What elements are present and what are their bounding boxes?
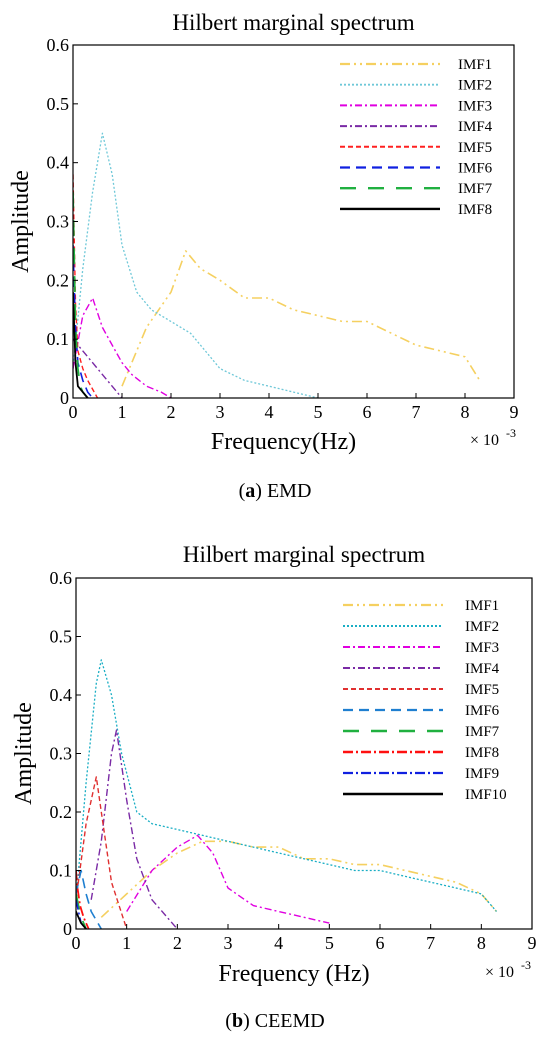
x-tick-label: 2 [173, 933, 182, 953]
y-axis-label: Amplitude [8, 170, 34, 273]
plot-frame [72, 44, 515, 399]
legend-label-imf4: IMF4 [458, 119, 493, 135]
caption-b: (b) CEEMD [225, 1010, 325, 1032]
x-axis-label: Frequency (Hz) [218, 961, 369, 987]
legend-label-imf6: IMF6 [465, 703, 500, 719]
x-tick-label: 0 [72, 933, 81, 953]
legend-label-imf7: IMF7 [458, 181, 493, 197]
series-line-imf3 [73, 297, 172, 398]
x-tick-label: 7 [412, 402, 421, 422]
y-tick-label: 0.1 [47, 329, 70, 349]
x-tick-label: 6 [376, 933, 385, 953]
x-tick-label: 7 [426, 933, 435, 953]
series-line-imf2 [76, 659, 497, 912]
legend-label-imf2: IMF2 [465, 619, 499, 635]
y-tick-label: 0.2 [47, 270, 70, 290]
legend-label-imf2: IMF2 [458, 78, 492, 94]
series-line-imf1 [100, 840, 498, 918]
caption-a-letter: a [245, 480, 256, 502]
legend-label-imf1: IMF1 [458, 57, 492, 73]
x-tick-label: 6 [363, 402, 372, 422]
y-tick-label: 0.5 [47, 94, 70, 114]
legend-label-imf1: IMF1 [465, 598, 499, 614]
caption-a-text: ) EMD [255, 480, 312, 502]
y-tick-label: 0.2 [50, 802, 73, 822]
x-tick-label: 2 [167, 402, 176, 422]
x-axis-multiplier-exponent: -3 [521, 958, 531, 972]
x-tick-label: 0 [69, 402, 78, 422]
series-group [76, 659, 498, 929]
x-tick-label: 1 [118, 402, 127, 422]
legend-label-imf5: IMF5 [458, 140, 492, 156]
y-tick-label: 0 [63, 919, 72, 939]
series-line-imf5 [76, 776, 128, 929]
chart-title: Hilbert marginal spectrum [183, 542, 425, 567]
x-tick-label: 9 [510, 402, 519, 422]
series-line-imf3 [126, 834, 330, 924]
chart-2: Hilbert marginal spectrum 0 0.1 0.2 0.3 0.4 0.… [11, 542, 537, 987]
legend-label-imf4: IMF4 [465, 661, 500, 677]
y-tick-label: 0 [60, 388, 69, 408]
x-axis-multiplier: × 10 [485, 964, 514, 981]
legend: IMF1 IMF2 IMF3 IMF4 IMF5 IMF6 IMF7 IMF8 [340, 57, 493, 218]
series-line-imf2 [73, 132, 319, 398]
caption-a: (a) EMD [238, 480, 312, 502]
x-tick-label: 3 [224, 933, 233, 953]
legend-label-imf8: IMF8 [458, 202, 492, 218]
legend-label-imf6: IMF6 [458, 161, 493, 177]
y-axis-label: Amplitude [11, 702, 37, 805]
legend-label-imf3: IMF3 [465, 640, 499, 656]
legend-label-imf3: IMF3 [458, 98, 492, 114]
y-tick-label: 0.1 [50, 861, 73, 881]
x-tick-label: 4 [274, 933, 283, 953]
x-tick-label: 1 [122, 933, 131, 953]
caption-b-text: ) CEEMD [243, 1010, 325, 1032]
series-line-imf1 [121, 250, 481, 387]
chart-1: Hilbert marginal spectrum 0 0.1 0.2 0.3 0.4 0.… [8, 10, 519, 455]
legend-label-imf9: IMF9 [465, 766, 499, 782]
caption-b-letter: b [231, 1010, 244, 1032]
y-tick-label: 0.6 [50, 568, 73, 588]
x-axis-label: Frequency(Hz) [211, 429, 356, 455]
x-tick-label: 5 [325, 933, 334, 953]
y-tick-label: 0.4 [47, 153, 70, 173]
series-line-imf10 [76, 911, 87, 929]
series-group [73, 132, 481, 398]
y-tick-label: 0.3 [47, 212, 70, 232]
series-line-imf7 [76, 893, 87, 929]
x-tick-label: 8 [461, 402, 470, 422]
x-tick-label: 3 [216, 402, 225, 422]
legend-label-imf10: IMF10 [465, 787, 507, 803]
y-tick-label: 0.5 [50, 627, 73, 647]
y-tick-label: 0.4 [50, 685, 73, 705]
legend: IMF1 IMF2 IMF3 IMF4 IMF5 IMF6 IMF7 IMF8 IMF9 IMF1… [343, 598, 507, 803]
y-tick-label: 0.3 [50, 744, 73, 764]
legend-label-imf7: IMF7 [465, 724, 500, 740]
y-tick-label: 0.6 [47, 35, 70, 55]
x-tick-label: 5 [314, 402, 323, 422]
legend-label-imf8: IMF8 [465, 745, 499, 761]
x-tick-label: 4 [265, 402, 274, 422]
x-axis-multiplier: × 10 [470, 432, 499, 449]
x-axis-multiplier-exponent: -3 [506, 426, 516, 440]
series-line-imf6 [76, 869, 102, 929]
chart-title: Hilbert marginal spectrum [172, 10, 414, 35]
x-tick-label: 9 [528, 933, 537, 953]
x-tick-label: 8 [477, 933, 486, 953]
plot-frame [75, 577, 533, 930]
legend-label-imf5: IMF5 [465, 682, 499, 698]
